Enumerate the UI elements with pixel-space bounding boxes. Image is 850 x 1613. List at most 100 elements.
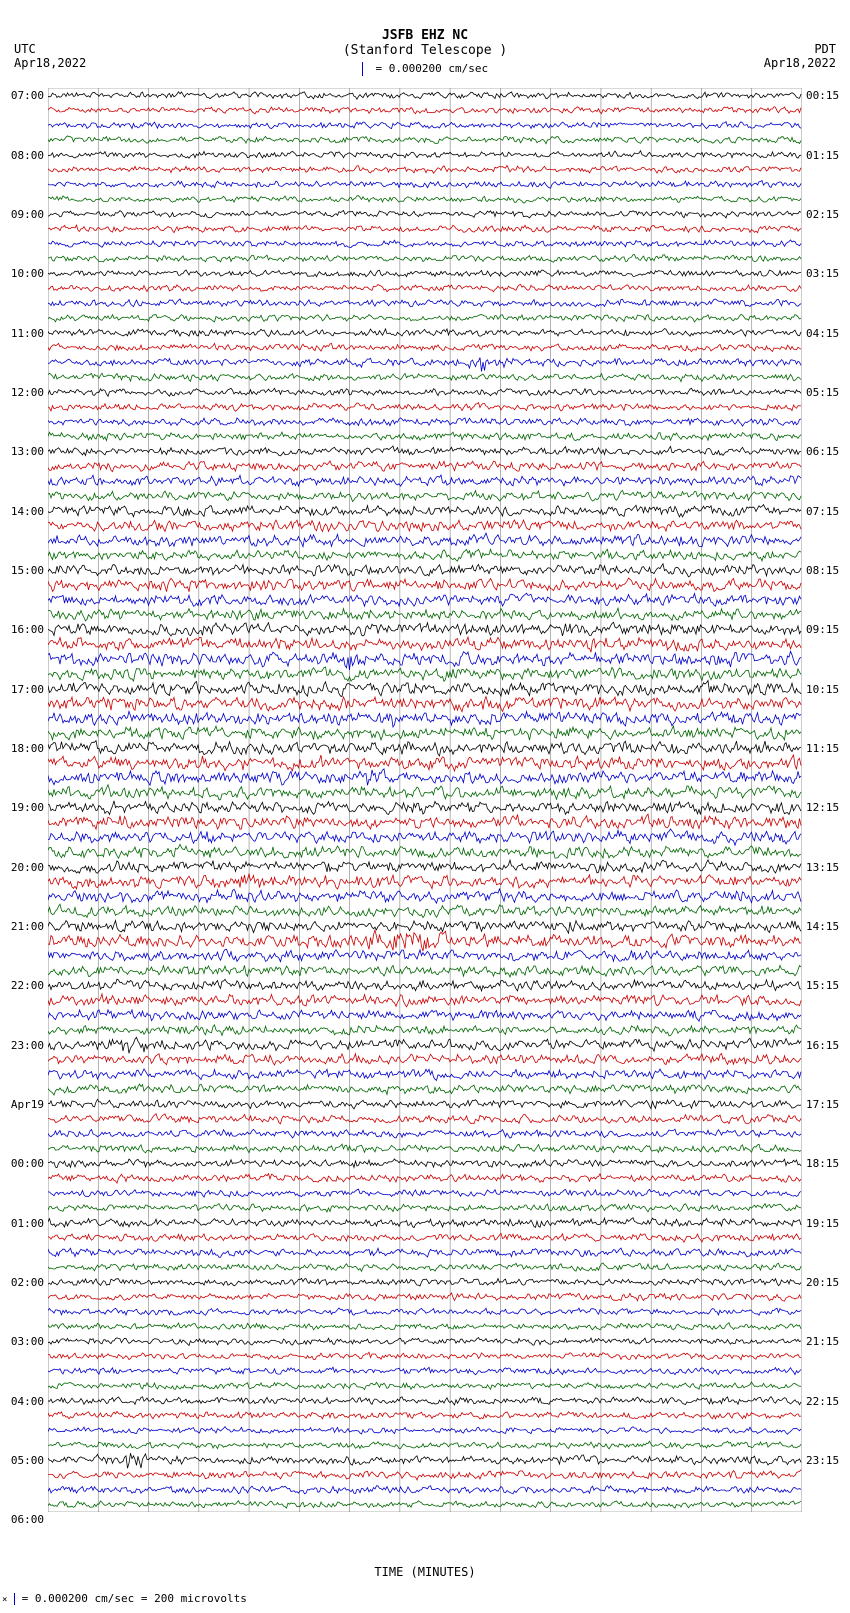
left-time-label: 14:00 <box>11 506 44 517</box>
trace-row <box>48 667 801 681</box>
right-time-label: 14:15 <box>806 921 839 932</box>
trace-row <box>48 622 801 636</box>
footer-text: = 0.000200 cm/sec = 200 microvolts <box>22 1592 247 1605</box>
trace-row <box>48 1025 801 1036</box>
trace-row <box>48 388 801 396</box>
trace-row <box>48 107 801 114</box>
right-time-label: 00:15 <box>806 90 839 101</box>
trace-row <box>48 490 801 501</box>
trace-row <box>48 1233 801 1242</box>
left-time-label: 11:00 <box>11 328 44 339</box>
trace-row <box>48 829 801 845</box>
trace-row <box>48 637 801 652</box>
right-time-label: 13:15 <box>806 862 839 873</box>
trace-row <box>48 1204 801 1212</box>
right-time-label: 12:15 <box>806 802 839 813</box>
right-time-label: 08:15 <box>806 565 839 576</box>
right-time-label: 21:15 <box>806 1336 839 1347</box>
left-time-label: 16:00 <box>11 624 44 635</box>
trace-row <box>48 681 801 697</box>
trace-row <box>48 1308 801 1315</box>
trace-row <box>48 1263 801 1271</box>
right-time-label: 09:15 <box>806 624 839 635</box>
left-time-label: 13:00 <box>11 446 44 457</box>
trace-row <box>48 1411 801 1419</box>
scale-bar-icon <box>362 62 363 76</box>
trace-row <box>48 741 801 756</box>
trace-row <box>48 1293 801 1301</box>
left-time-label: 04:00 <box>11 1396 44 1407</box>
trace-row <box>48 608 801 621</box>
trace-row <box>48 1099 801 1109</box>
trace-row <box>48 801 801 815</box>
left-time-label: 03:00 <box>11 1336 44 1347</box>
right-time-label: 11:15 <box>806 743 839 754</box>
trace-row <box>48 284 801 291</box>
tz-right-date: Apr18,2022 <box>764 56 836 70</box>
trace-row <box>48 697 801 712</box>
trace-row <box>48 711 801 727</box>
trace-row <box>48 1218 801 1228</box>
trace-row <box>48 726 801 740</box>
right-time-labels: 00:1501:1502:1503:1504:1505:1506:1507:15… <box>804 88 850 1512</box>
trace-row <box>48 965 801 977</box>
left-time-label: 01:00 <box>11 1218 44 1229</box>
trace-row <box>48 994 801 1007</box>
footer-bar-icon <box>14 1593 15 1605</box>
trace-row <box>48 1338 801 1346</box>
right-time-label: 06:15 <box>806 446 839 457</box>
station-code: JSFB EHZ NC <box>0 28 850 43</box>
trace-row <box>48 475 801 486</box>
left-time-label: 05:00 <box>11 1455 44 1466</box>
trace-row <box>48 373 801 381</box>
trace-row <box>48 949 801 962</box>
trace-row <box>48 299 801 307</box>
trace-row <box>48 1352 801 1360</box>
trace-row <box>48 1382 801 1390</box>
trace-row <box>48 1174 801 1184</box>
trace-row <box>48 1144 801 1153</box>
trace-row <box>48 930 801 951</box>
trace-row <box>48 1501 801 1508</box>
trace-row <box>48 181 801 189</box>
trace-row <box>48 240 801 248</box>
trace-row <box>48 874 801 889</box>
left-time-label: 09:00 <box>11 209 44 220</box>
trace-row <box>48 122 801 129</box>
trace-row <box>48 889 801 903</box>
tz-left-name: UTC <box>14 42 86 56</box>
right-time-label: 17:15 <box>806 1099 839 1110</box>
station-location: (Stanford Telescope ) <box>0 43 850 58</box>
left-time-label: 18:00 <box>11 743 44 754</box>
trace-row <box>48 151 801 159</box>
left-time-label: 15:00 <box>11 565 44 576</box>
trace-row <box>48 461 801 472</box>
trace-row <box>48 505 801 517</box>
left-time-label: 19:00 <box>11 802 44 813</box>
tz-right: PDT Apr18,2022 <box>764 42 836 70</box>
left-time-label: 07:00 <box>11 90 44 101</box>
trace-row <box>48 1159 801 1168</box>
trace-row <box>48 651 801 670</box>
trace-row <box>48 196 801 204</box>
trace-row <box>48 1037 801 1053</box>
right-time-label: 05:15 <box>806 387 839 398</box>
right-time-label: 16:15 <box>806 1040 839 1051</box>
right-time-label: 22:15 <box>806 1396 839 1407</box>
right-time-label: 01:15 <box>806 150 839 161</box>
trace-row <box>48 769 801 785</box>
trace-row <box>48 1248 801 1257</box>
trace-row <box>48 432 801 441</box>
trace-row <box>48 1069 801 1080</box>
trace-row <box>48 1010 801 1021</box>
trace-row <box>48 979 801 991</box>
scale-note: = 0.000200 cm/sec <box>0 62 850 76</box>
trace-row <box>48 92 801 100</box>
right-time-label: 03:15 <box>806 268 839 279</box>
trace-row <box>48 904 801 917</box>
trace-row <box>48 270 801 277</box>
trace-row <box>48 1397 801 1405</box>
trace-row <box>48 1084 801 1095</box>
trace-row <box>48 1323 801 1330</box>
right-time-label: 04:15 <box>806 328 839 339</box>
